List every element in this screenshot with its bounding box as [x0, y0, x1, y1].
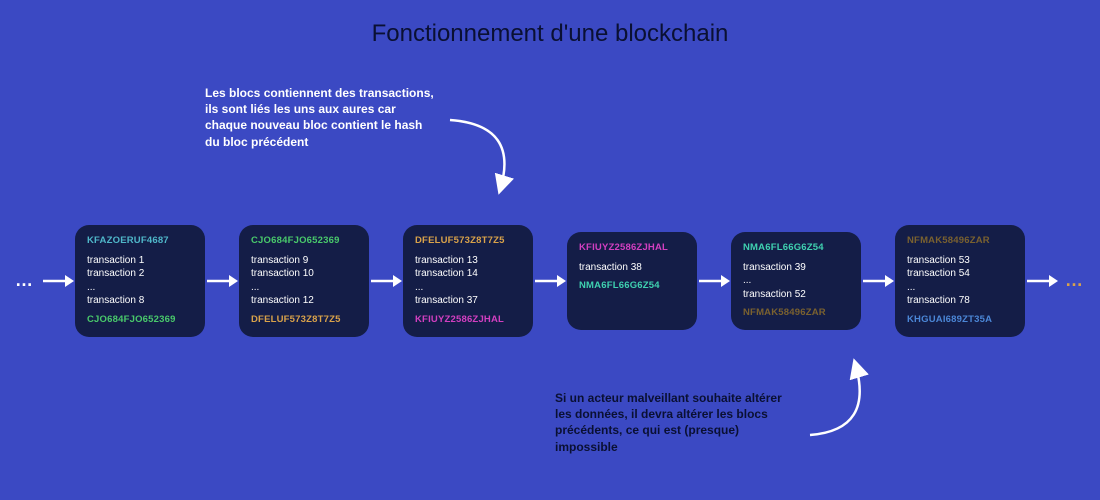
block-hash-in: NMA6FL66G6Z54: [743, 242, 849, 255]
block-hash-out: NMA6FL66G6Z54: [579, 280, 685, 293]
block-hash-in: NFMAK58496ZAR: [907, 235, 1013, 248]
block-hash-in: KFIUYZ2586ZJHAL: [579, 242, 685, 255]
block: NMA6FL66G6Z54 transaction 39 ... transact…: [731, 232, 861, 330]
chain-arrow: [369, 271, 403, 291]
annotation-top: Les blocs contiennent des transactions, …: [205, 85, 440, 150]
chain-arrow: [697, 271, 731, 291]
block: CJO684FJO652369 transaction 9 transaction…: [239, 225, 369, 337]
chain-arrow: [205, 271, 239, 291]
block-transactions: transaction 9 transaction 10 ... transac…: [251, 254, 357, 308]
page-title: Fonctionnement d'une blockchain: [0, 20, 1100, 48]
arrow-annotation-bottom: [800, 355, 900, 445]
ellipsis-left: …: [9, 270, 41, 291]
block: DFELUF573Z8T7Z5 transaction 13 transactio…: [403, 225, 533, 337]
ellipsis-right: …: [1059, 270, 1091, 291]
block-hash-in: CJO684FJO652369: [251, 235, 357, 248]
block-hash-in: KFAZOERUF4687: [87, 235, 193, 248]
block: NFMAK58496ZAR transaction 53 transaction …: [895, 225, 1025, 337]
chain-arrow: [41, 271, 75, 291]
block-transactions: transaction 1 transaction 2 ... transact…: [87, 254, 193, 308]
block-hash-out: DFELUF573Z8T7Z5: [251, 314, 357, 327]
annotation-bottom: Si un acteur malveillant souhaite altére…: [555, 390, 800, 455]
block-hash-out: NFMAK58496ZAR: [743, 307, 849, 320]
block: KFAZOERUF4687 transaction 1 transaction 2…: [75, 225, 205, 337]
block-hash-out: KFIUYZ2586ZJHAL: [415, 314, 521, 327]
block-hash-out: KHGUAI689ZT35A: [907, 314, 1013, 327]
block: KFIUYZ2586ZJHAL transaction 38 NMA6FL66G6Z…: [567, 232, 697, 330]
arrow-annotation-top: [440, 110, 560, 200]
block-transactions: transaction 13 transaction 14 ... transa…: [415, 254, 521, 308]
block-hash-out: CJO684FJO652369: [87, 314, 193, 327]
block-transactions: transaction 53 transaction 54 ... transa…: [907, 254, 1013, 308]
block-transactions: transaction 39 ... transaction 52: [743, 261, 849, 302]
chain-arrow: [1025, 271, 1059, 291]
block-hash-in: DFELUF573Z8T7Z5: [415, 235, 521, 248]
chain-arrow: [861, 271, 895, 291]
chain-arrow: [533, 271, 567, 291]
block-transactions: transaction 38: [579, 261, 685, 275]
blockchain-chain: … KFAZOERUF4687 transaction 1 transaction…: [0, 225, 1100, 337]
